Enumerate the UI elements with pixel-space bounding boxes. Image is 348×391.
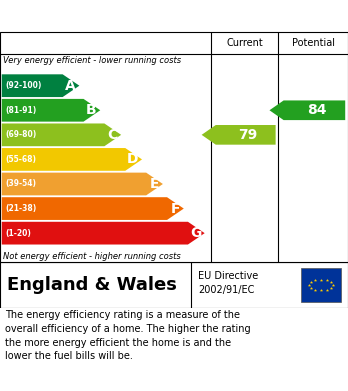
Bar [301,269,341,301]
Text: Not energy efficient - higher running costs: Not energy efficient - higher running co… [3,252,181,261]
Text: (81-91): (81-91) [6,106,37,115]
Text: F: F [171,202,180,215]
Text: (69-80): (69-80) [6,130,37,139]
Text: 84: 84 [307,103,326,117]
Text: EU Directive
2002/91/EC: EU Directive 2002/91/EC [198,271,259,295]
Text: The energy efficiency rating is a measure of the
overall efficiency of a home. T: The energy efficiency rating is a measur… [5,310,251,361]
Polygon shape [2,197,184,220]
Text: E: E [150,177,159,191]
Polygon shape [2,222,205,244]
Text: D: D [127,152,139,167]
Polygon shape [2,173,163,196]
Text: (1-20): (1-20) [6,229,31,238]
Text: Energy Efficiency Rating: Energy Efficiency Rating [9,7,238,25]
Polygon shape [2,99,100,122]
Text: (92-100): (92-100) [6,81,42,90]
Text: G: G [190,226,201,240]
Text: (39-54): (39-54) [6,179,37,188]
Text: Current: Current [226,38,263,48]
Polygon shape [269,100,345,120]
Text: C: C [108,128,118,142]
Text: Very energy efficient - lower running costs: Very energy efficient - lower running co… [3,56,181,65]
Text: England & Wales: England & Wales [7,276,177,294]
Polygon shape [2,124,121,146]
Polygon shape [201,125,276,145]
Polygon shape [2,148,142,171]
Text: B: B [86,103,97,117]
Text: (55-68): (55-68) [6,155,37,164]
Text: 79: 79 [238,128,258,142]
Polygon shape [2,74,79,97]
Text: (21-38): (21-38) [6,204,37,213]
Text: A: A [65,79,76,93]
Text: Potential: Potential [292,38,335,48]
